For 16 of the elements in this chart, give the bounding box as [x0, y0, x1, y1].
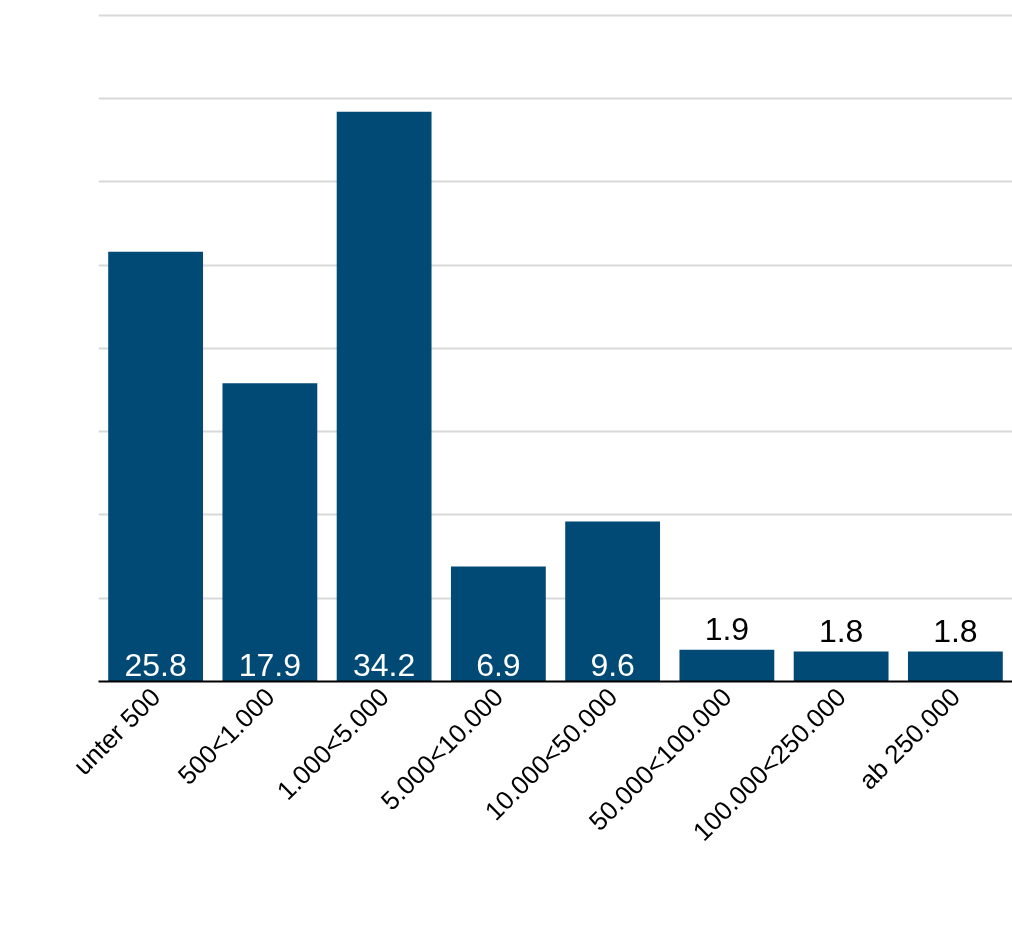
data-label: 1.8 [818, 612, 864, 649]
data-label: 9.6 [590, 646, 635, 683]
bar [108, 251, 204, 682]
bar [450, 566, 546, 682]
bar [679, 649, 775, 682]
bar [907, 651, 1003, 682]
data-label: 6.9 [476, 646, 521, 683]
bar [336, 111, 432, 682]
data-label: 17.9 [238, 646, 302, 683]
data-label: 1.9 [704, 610, 750, 647]
data-label: 1.8 [933, 612, 978, 649]
bar [565, 521, 661, 682]
bar [222, 383, 318, 682]
bar [793, 651, 889, 682]
data-label: 25.8 [124, 646, 187, 683]
data-label: 34.2 [352, 646, 416, 683]
